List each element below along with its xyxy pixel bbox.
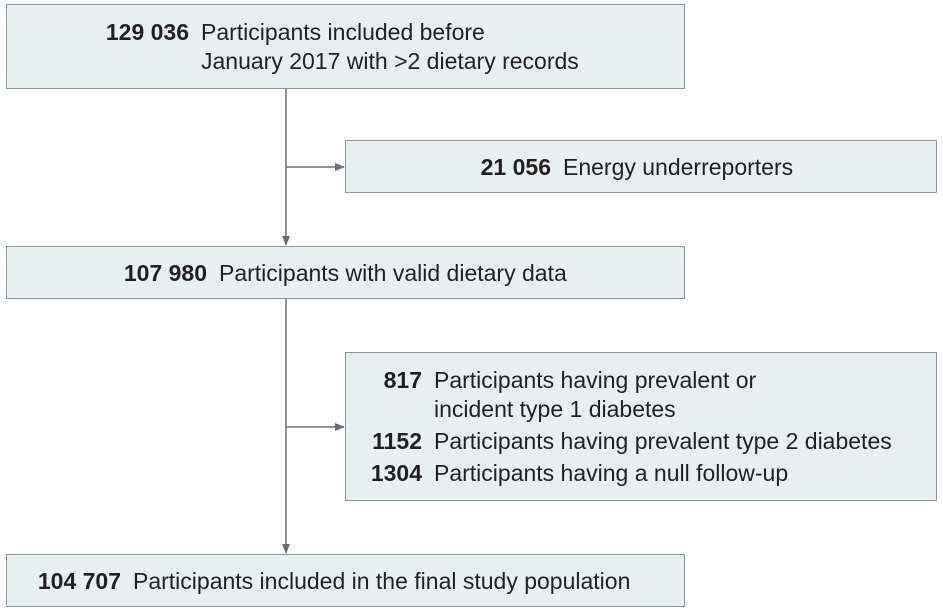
exclusion2-item-label-line1: Participants having prevalent or bbox=[434, 367, 757, 393]
exclusion2-item: 1304 Participants having a null follow-u… bbox=[362, 459, 932, 488]
exclusion2-box: 817 Participants having prevalent or inc… bbox=[345, 352, 937, 501]
final-count: 104 707 bbox=[37, 568, 121, 594]
start-count: 129 036 bbox=[105, 19, 189, 45]
exclusion2-item: 817 Participants having prevalent or inc… bbox=[362, 366, 932, 424]
exclusion2-item-label: Participants having prevalent type 2 dia… bbox=[434, 428, 892, 454]
exclusion1-box: 21 056 Energy underreporters bbox=[345, 140, 937, 193]
start-label-line2: January 2017 with >2 dietary records bbox=[201, 48, 579, 74]
final-label: Participants included in the final study… bbox=[133, 568, 631, 594]
valid-box: 107 980 Participants with valid dietary … bbox=[6, 246, 685, 299]
start-box: 129 036 Participants included before Jan… bbox=[6, 4, 685, 89]
exclusion1-label: Energy underreporters bbox=[563, 154, 794, 180]
start-label-line1: Participants included before bbox=[201, 19, 485, 45]
exclusion2-item-count: 817 bbox=[383, 367, 422, 393]
exclusion2-item-label-line2: incident type 1 diabetes bbox=[434, 396, 676, 422]
exclusion2-item-label: Participants having a null follow-up bbox=[434, 460, 789, 486]
exclusion2-item-count: 1152 bbox=[372, 428, 422, 454]
valid-label: Participants with valid dietary data bbox=[219, 260, 567, 286]
valid-count: 107 980 bbox=[123, 260, 207, 286]
exclusion2-item-count: 1304 bbox=[370, 460, 422, 486]
final-box: 104 707 Participants included in the fin… bbox=[6, 554, 685, 607]
exclusion1-count: 21 056 bbox=[480, 154, 551, 180]
exclusion2-item: 1152 Participants having prevalent type … bbox=[362, 427, 932, 456]
